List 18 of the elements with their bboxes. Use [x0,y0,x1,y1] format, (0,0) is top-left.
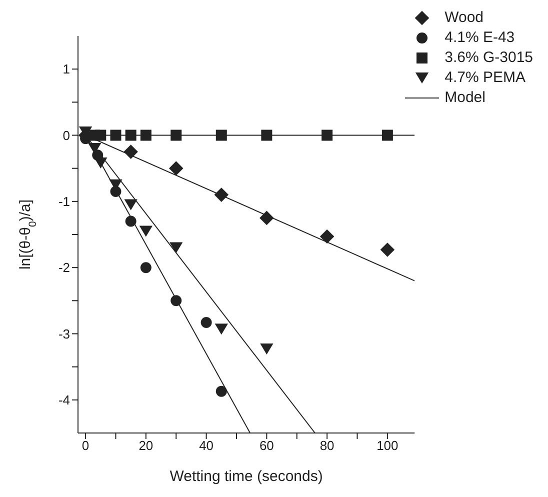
y-tick-label: -2 [58,260,70,276]
legend-label: Wood [444,8,484,28]
x-tick-label: 60 [259,438,274,454]
x-tick-label: 40 [199,438,214,454]
x-tick-label: 80 [320,438,334,454]
legend-label: 4.1% E-43 [444,28,515,48]
y-tick-label: -1 [58,194,70,210]
legend-label: 4.7% PEMA [444,68,526,88]
x-tick-label: 0 [82,438,90,454]
x-axis-title: Wetting time (seconds) [170,468,323,485]
x-tick-label: 20 [138,438,154,454]
y-tick-label: 1 [62,62,70,77]
legend-label: 3.6% G-3015 [444,48,533,68]
y-tick-label: -4 [58,392,70,408]
y-tick-label: -3 [58,326,70,342]
x-tick-label: 100 [376,438,398,454]
legend-label: Model [444,88,486,108]
y-tick-label: 0 [62,128,70,143]
